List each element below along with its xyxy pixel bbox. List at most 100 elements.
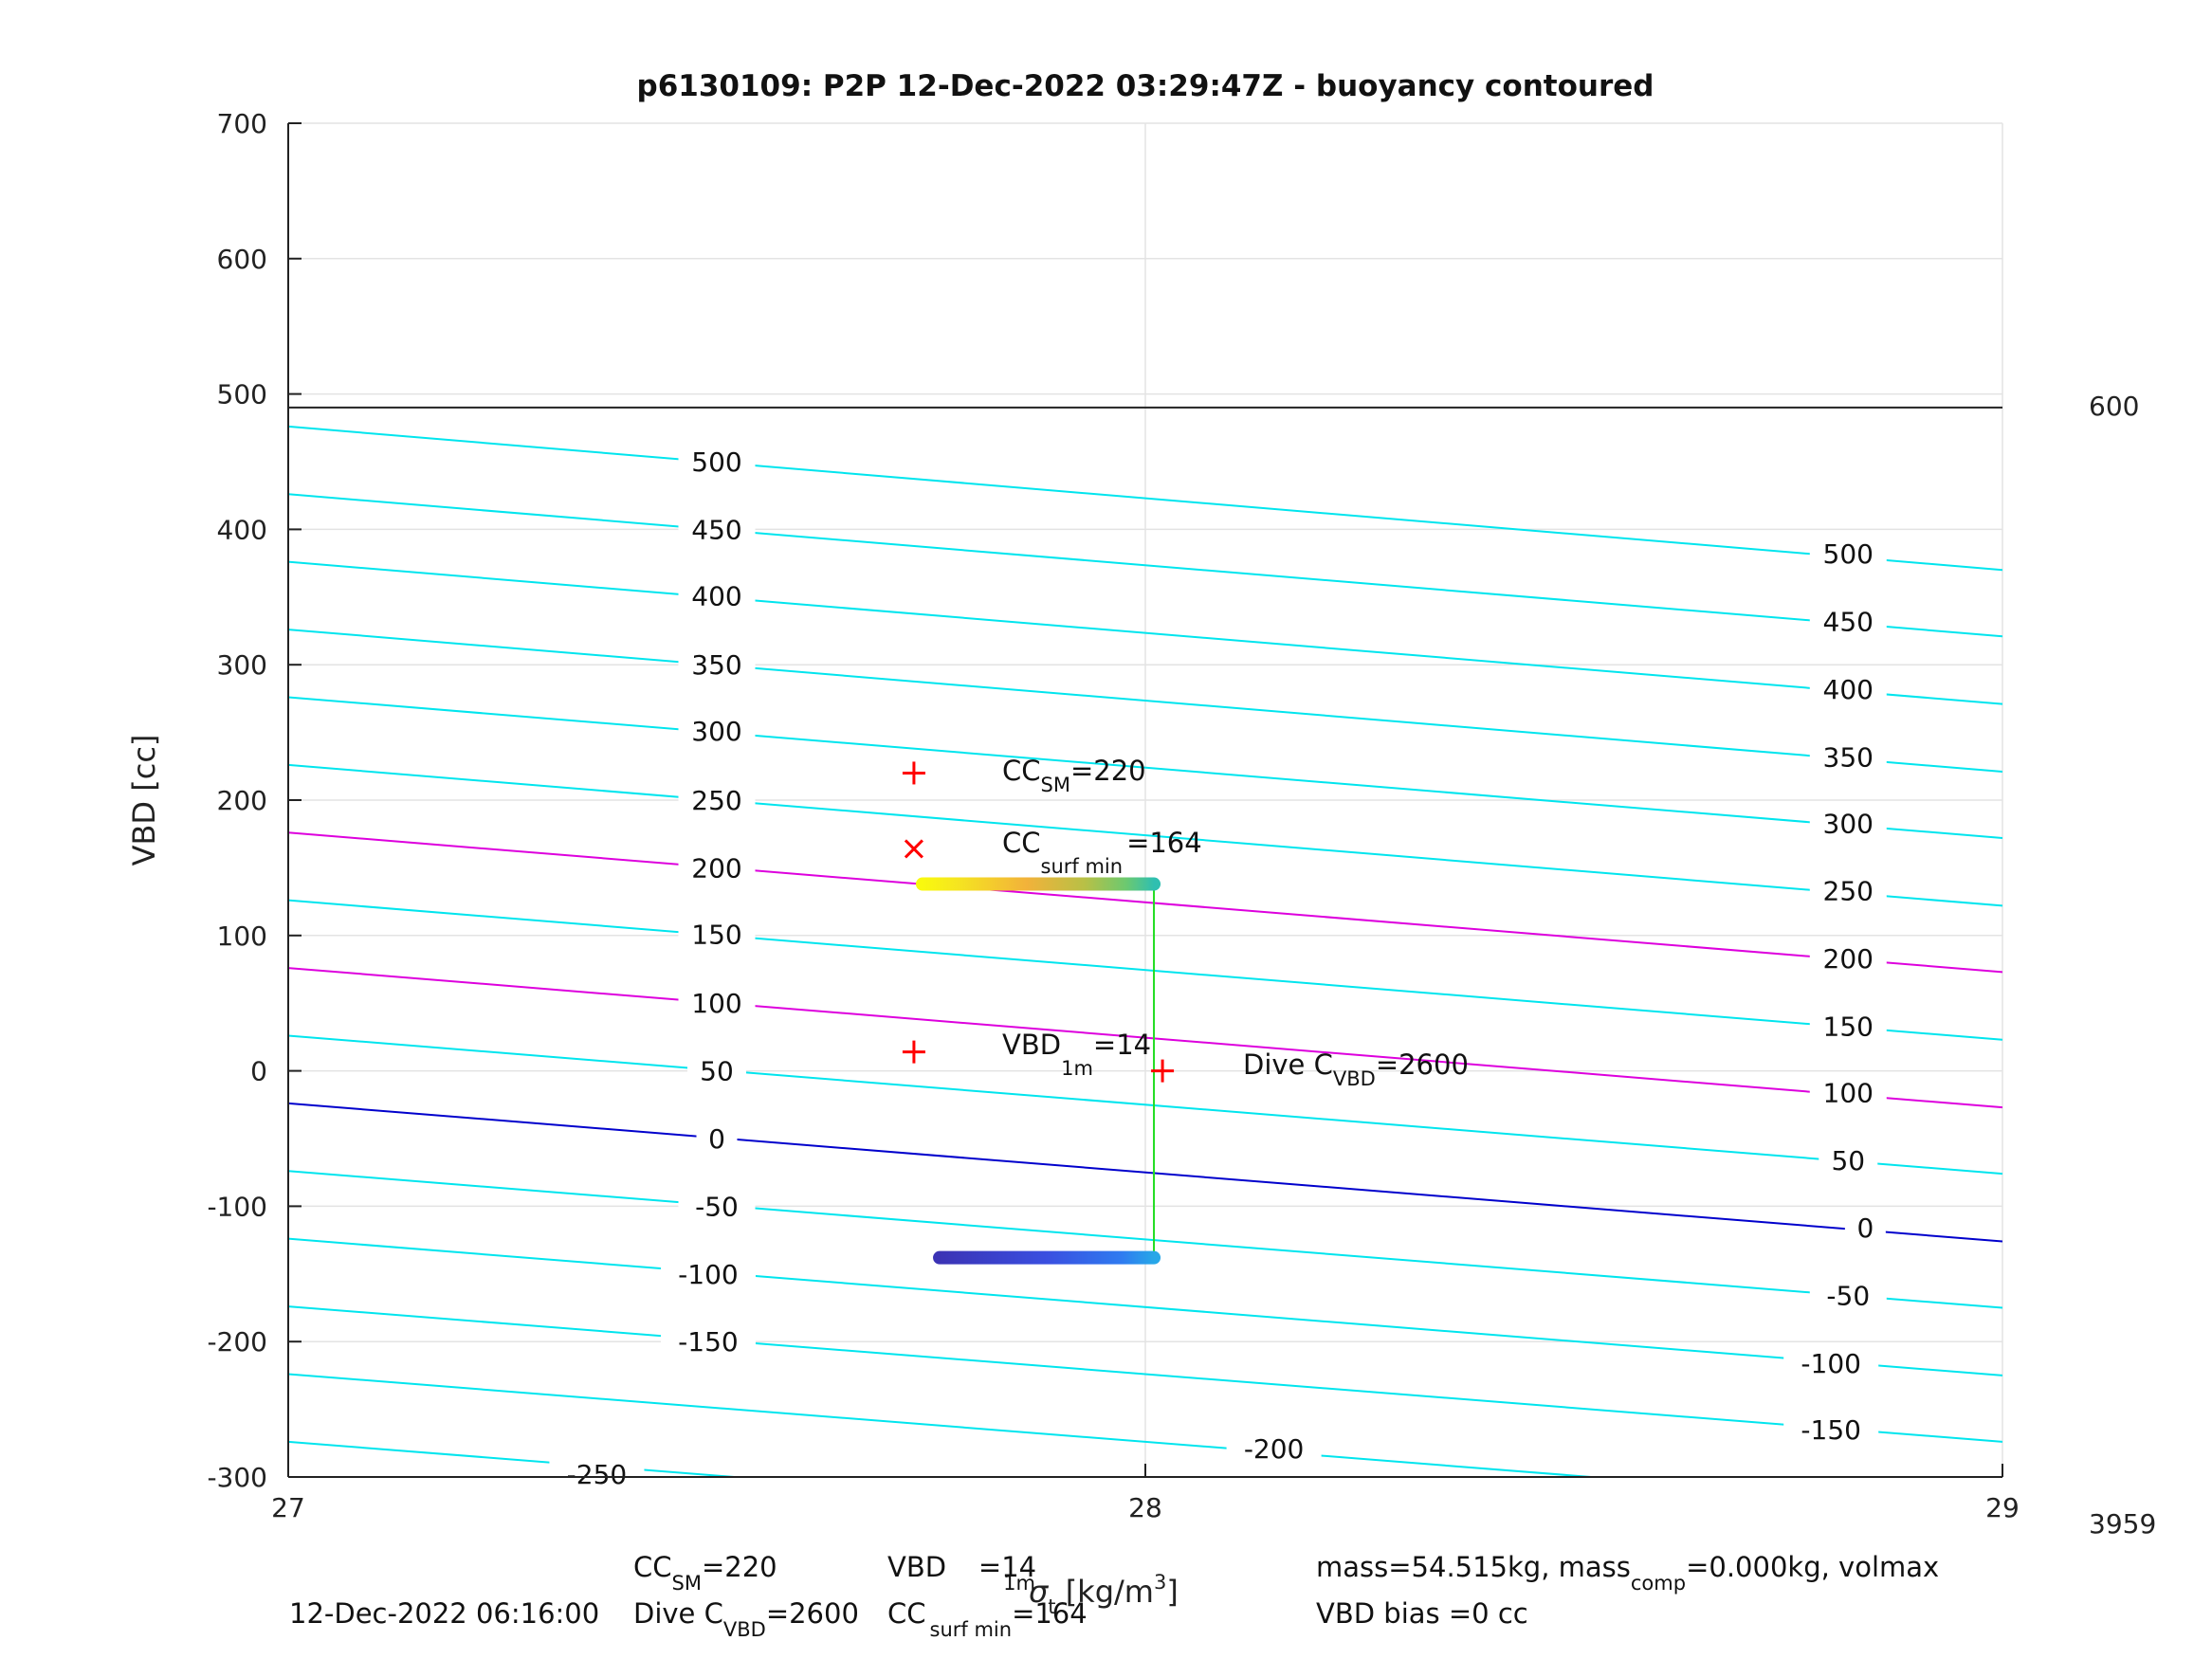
footer-date: 12-Dec-2022 06:16:00 [289,1597,599,1630]
contour-label-8: 100 [691,988,741,1019]
x-axis-label-close: ] [1166,1574,1178,1610]
contour-label-bg-6 [678,848,756,887]
contour-label-5: 250 [691,785,741,816]
contour-label-0: 500 [691,447,741,478]
contour-label-14: -200 [1244,1433,1305,1465]
contour-label-bg-17 [1809,602,1887,641]
contour-label-bg-25 [1844,1209,1886,1248]
contour-label-bg-18 [1809,669,1887,708]
contour-label-bg-29 [1783,1411,1879,1449]
x-axis-label: σt [kg/m3] [1029,1571,1179,1618]
contour-line-250 [288,763,2002,907]
contour-line-400 [288,560,2002,705]
contour-label-bg-20 [1809,804,1887,843]
footer-mass-prefix: mass=54.515kg, mass [1316,1551,1631,1583]
contour-label-23: 150 [1823,1011,1874,1042]
contour-label-22: 200 [1823,943,1874,975]
contour-label-29: -150 [1801,1414,1861,1446]
contour-label-bg-3 [678,646,756,684]
contour-label-bg-21 [1809,871,1887,910]
footer-cc-surf-min: CC surf min=164 [887,1597,1088,1641]
cc-surf-min-main: CC [1002,827,1041,859]
contour-line-350 [288,629,2002,774]
footer-mass-rest: =0.000kg, volmax [1686,1551,1939,1583]
plus-marker-2 [902,1040,925,1064]
contour-line--200 [288,1373,1603,1477]
y-tick-label-3: 0 [250,1056,267,1087]
footer-vbd-bias: VBD bias =0 cc [1316,1597,1528,1630]
footer-cc-sm-main: CC [633,1551,672,1583]
footer-cc-sm-sub: SM [672,1572,702,1595]
contour-label-28: -100 [1801,1348,1861,1379]
contour-label-bg-27 [1809,1276,1887,1315]
footer-mass-sub: comp [1631,1572,1686,1595]
contour-label-bg-1 [678,510,756,549]
cc-surf-min-value: =164 [1126,827,1202,859]
contour-line-150 [288,899,2002,1041]
y-tick-label-9: 600 [217,244,267,275]
y-tick-label-1: -200 [207,1326,267,1358]
vbd-1m-annotation: VBD1m=14 [1002,1029,1151,1080]
contour-label-6: 200 [691,852,741,884]
dive-c-vbd-annotation: Dive CVBD=2600 [1243,1048,1469,1090]
contour-label-bg-7 [678,915,756,954]
contour-line-0 [288,1102,2002,1243]
y-axis-label: VBD [cc] [126,735,162,866]
contour-label-bg-16 [1809,535,1887,574]
contour-label-9: 50 [700,1056,734,1087]
contour-label-21: 250 [1823,876,1874,907]
footer-vbd-1m-sub: 1m [1003,1572,1035,1595]
contour-line-300 [288,696,2002,839]
footer-vbd-1m-main: VBD [887,1551,946,1583]
contour-label-bg-24 [1809,1073,1887,1112]
buoyancy-contours [288,425,2002,1477]
x-tick-label-1: 28 [1128,1492,1162,1523]
y-tick-label-6: 300 [217,649,267,681]
contour-label-12: -100 [678,1259,739,1290]
plus-marker-3 [1151,1059,1175,1083]
contour-line--100 [288,1237,2002,1376]
contour-line-50 [288,1034,2002,1176]
contour-label-bg-0 [678,443,756,481]
footer-cc-surf-min-main: CC [887,1597,926,1630]
contour-label-26: 50 [1831,1145,1865,1176]
cc-surf-min-sub: surf min [1041,855,1124,878]
footer-dive-c-vbd-value: =2600 [766,1597,859,1630]
contour-label-10: 0 [708,1123,725,1155]
contour-label-bg-28 [1783,1344,1879,1383]
dive-c-vbd-sub: VBD [1333,1067,1376,1090]
cc-sm-sub: SM [1041,774,1070,796]
dive-c-vbd-value: =2600 [1376,1048,1469,1081]
contour-label-13: -150 [678,1326,739,1358]
cc-sm-value: =220 [1070,755,1146,787]
contour-label-7: 150 [691,919,741,950]
contour-label-bg-4 [678,712,756,751]
contour-line-200 [288,831,2002,974]
x-marker-1 [904,839,923,859]
footer-cc-surf-min-sub: surf min [930,1618,1013,1641]
contour-label-3: 350 [691,649,741,681]
y-tick-label-2: -100 [207,1191,267,1222]
contour-label-bg-22 [1809,939,1887,978]
contour-label-19: 350 [1823,741,1874,773]
contour-label-16: 500 [1823,538,1874,570]
contour-label-bg-12 [660,1254,756,1293]
y-tick-label-4: 100 [217,921,267,952]
contour-label-27: -50 [1826,1281,1870,1312]
contour-label-bg-8 [678,984,756,1023]
footer-dive-c-vbd-sub: VBD [723,1618,766,1641]
y-tick-label-7: 400 [217,514,267,545]
right-label-bottom: 3959 [2089,1508,2156,1540]
contour-label-bg-15 [549,1455,645,1494]
x-axis-label-units: [kg/m [1056,1574,1154,1610]
contour-labels: 500450400350300250200150100500-50-100-15… [549,443,1887,1494]
contour-label-4: 300 [691,716,741,747]
contour-label-18: 400 [1823,674,1874,705]
contour-label-20: 300 [1823,808,1874,839]
x-tick-label-0: 27 [271,1492,305,1523]
markers [902,761,1175,1083]
x-tick-label-2: 29 [1985,1492,2020,1523]
right-label-top: 600 [2089,391,2139,422]
